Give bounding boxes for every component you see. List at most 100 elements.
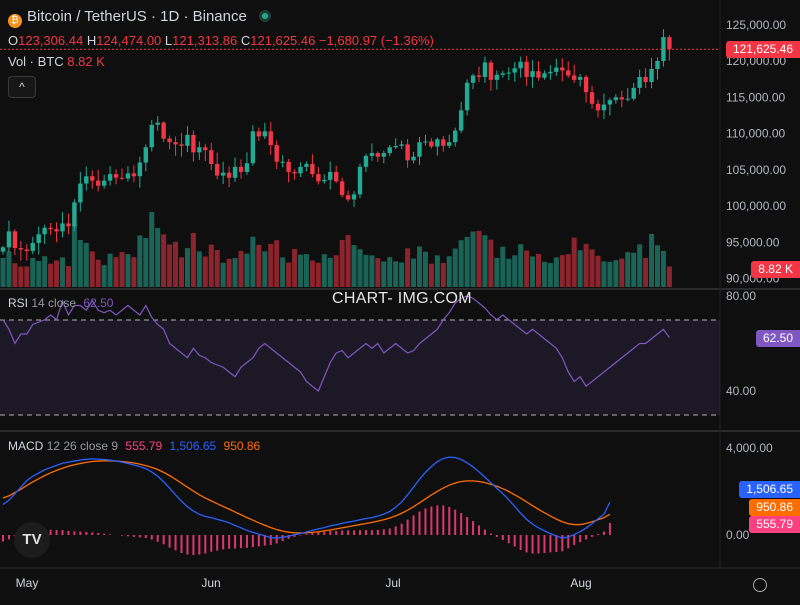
candle-body [209, 150, 214, 164]
candle-body [119, 177, 125, 179]
candle-body [351, 194, 357, 200]
collapse-legend-button[interactable]: ^ [8, 76, 36, 98]
candle-body [30, 242, 35, 251]
volume-bar [381, 261, 387, 287]
volume-bar [268, 243, 274, 287]
candle-body [173, 142, 178, 145]
macd-label: MACD [8, 439, 44, 453]
candle-body [381, 153, 386, 157]
candle-body [583, 76, 589, 93]
volume-bar [589, 249, 595, 287]
candle-body [24, 249, 29, 251]
volume-bar [458, 240, 464, 287]
settings-gear-icon[interactable] [753, 578, 767, 592]
rsi-line [2, 295, 670, 392]
candle-body [625, 98, 630, 100]
volume-bar [0, 257, 6, 287]
volume-bar [411, 258, 417, 287]
candle-body [643, 76, 648, 83]
candle-body [619, 97, 624, 100]
volume-bar [71, 224, 77, 287]
candle-body [369, 153, 375, 156]
volume-bar [577, 250, 583, 287]
volume-bar [220, 262, 226, 287]
candle-body [179, 144, 184, 146]
rsi-label: RSI [8, 296, 29, 310]
candle-body [310, 163, 315, 175]
price-tick-label: 100,000.00 [726, 199, 786, 213]
volume-bar [179, 257, 184, 287]
volume-bar [89, 251, 95, 287]
candle-body [494, 74, 500, 80]
candle-body [601, 104, 607, 111]
candle-body [560, 67, 565, 71]
volume-bar [631, 252, 637, 287]
candle-body [107, 174, 113, 181]
volume-bar [113, 257, 119, 287]
volume-bar [149, 212, 155, 287]
volume-bar [143, 238, 149, 287]
volume-bar [77, 239, 83, 287]
volume-bar [274, 240, 280, 287]
change-value: −1,680.97 (−1.36%) [318, 33, 434, 48]
candle-body [357, 166, 363, 195]
candle-body [387, 147, 392, 154]
candle-body [500, 73, 505, 75]
volume-bar [24, 266, 30, 287]
candle-body [250, 131, 256, 164]
volume-bar [637, 244, 643, 287]
candle-body [458, 110, 464, 131]
macd-hist-value: 555.79 [125, 439, 163, 453]
macd-line [2, 456, 611, 539]
candle-body [577, 76, 583, 80]
high-label: H [86, 33, 97, 48]
volume-bar [202, 256, 208, 287]
macd-signal-line [2, 460, 611, 534]
price-tick-label: 110,000.00 [726, 127, 785, 141]
candle-body [429, 141, 434, 147]
volume-bar [452, 248, 458, 287]
tradingview-logo-icon[interactable]: TV [14, 522, 50, 558]
volume-bar [60, 257, 65, 287]
candle-body [536, 71, 541, 78]
candle-body [203, 147, 208, 151]
volume-bar [482, 235, 488, 287]
volume-tag: 8.82 K [751, 261, 800, 278]
volume-bar [488, 239, 494, 287]
candle-body [149, 124, 154, 148]
rsi-tick-label: 80.00 [726, 289, 756, 303]
volume-bar [42, 256, 48, 287]
price-tick-label: 125,000.00 [726, 18, 786, 32]
rsi-legend[interactable]: RSI 14 close 62.50 [8, 296, 113, 310]
candle-body [595, 103, 601, 111]
candle-body [185, 134, 190, 146]
volume-bar [298, 254, 303, 287]
candle-body [72, 202, 77, 227]
macd-line-value: 1,506.65 [169, 439, 217, 453]
volume-bar [30, 257, 36, 287]
volume-bar [571, 237, 577, 287]
volume-bar [155, 228, 161, 287]
high-value: 124,474.00 [96, 33, 162, 48]
close-value: 121,625.46 [250, 33, 316, 48]
volume-bar [607, 261, 613, 287]
candle-body [482, 62, 488, 77]
volume-bar [131, 257, 137, 287]
volume-legend[interactable]: Vol · BTC 8.82 K [8, 54, 105, 69]
candle-body [399, 144, 404, 146]
volume-bar [512, 255, 518, 287]
candle-body [470, 75, 476, 83]
candle-body [262, 131, 267, 137]
close-label: C [240, 33, 251, 48]
candle-body [113, 174, 119, 178]
signal-tag: 950.86 [749, 499, 800, 516]
volume-bar [494, 257, 500, 287]
candle-body [363, 155, 369, 167]
candle-body [417, 142, 422, 157]
volume-bar [65, 266, 71, 287]
macd-legend[interactable]: MACD 12 26 close 9 555.79 1,506.65 950.8… [8, 439, 260, 453]
symbol-title[interactable]: ₿ Bitcoin / TetherUS · 1D · Binance [8, 8, 271, 28]
volume-label: Vol · BTC [8, 54, 64, 69]
